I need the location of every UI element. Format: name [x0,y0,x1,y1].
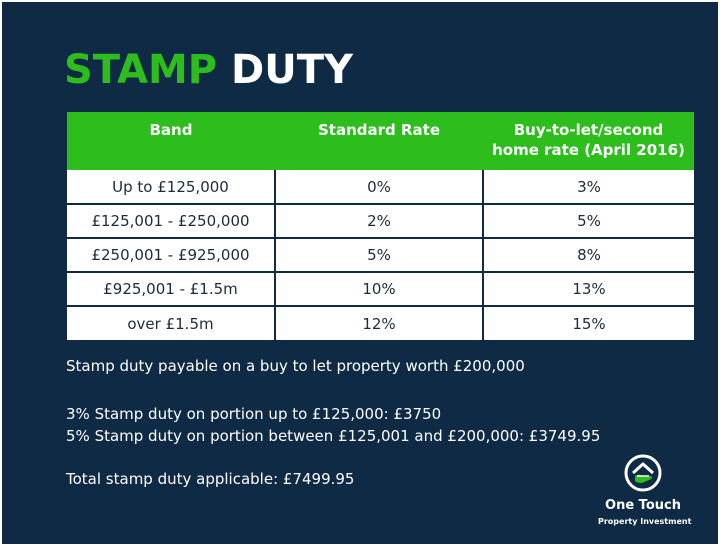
band-cell: £250,001 - £925,000 [67,237,276,272]
example-intro: Stamp duty payable on a buy to let prope… [66,357,525,375]
calc-line-1: 3% Stamp duty on portion up to £125,000:… [66,405,442,423]
standard-rate-cell: 12% [275,305,484,340]
standard-rate-cell: 5% [275,237,484,272]
btl-rate-cell: 15% [483,305,694,340]
title-part-duty: DUTY [231,47,353,93]
band-cell: Up to £125,000 [67,170,276,204]
header-band: Band [67,112,275,170]
header-standard-rate: Standard Rate [275,112,483,170]
table-header-row: Band Standard Rate Buy-to-let/second hom… [67,112,694,170]
total-line: Total stamp duty applicable: £7499.95 [66,470,355,488]
btl-rate-cell: 3% [483,170,694,204]
table-row: Up to £125,000 0% 3% [67,170,694,204]
logo-name: One Touch [605,498,681,513]
btl-rate-cell: 13% [483,271,694,306]
table-row: over £1.5m 12% 15% [67,305,694,340]
header-buy-to-let-rate: Buy-to-let/second home rate (April 2016) [483,112,694,170]
band-cell: £925,001 - £1.5m [67,271,276,306]
company-logo: One Touch Property Investment [598,454,692,526]
standard-rate-cell: 0% [275,170,484,204]
standard-rate-cell: 10% [275,271,484,306]
stamp-duty-table: Band Standard Rate Buy-to-let/second hom… [67,112,694,340]
logo-tagline: Property Investment [598,517,692,526]
band-cell: over £1.5m [67,305,276,340]
table-row: £125,001 - £250,000 2% 5% [67,203,694,238]
page-title: STAMP DUTY [64,46,353,94]
table-row: £925,001 - £1.5m 10% 13% [67,271,694,306]
btl-rate-cell: 8% [483,237,694,272]
title-part-stamp: STAMP [64,47,218,93]
table-row: £250,001 - £925,000 5% 8% [67,237,694,272]
standard-rate-cell: 2% [275,203,484,238]
band-cell: £125,001 - £250,000 [67,203,276,238]
btl-rate-cell: 5% [483,203,694,238]
calc-line-2: 5% Stamp duty on portion between £125,00… [66,427,601,445]
house-hand-icon [624,454,662,492]
